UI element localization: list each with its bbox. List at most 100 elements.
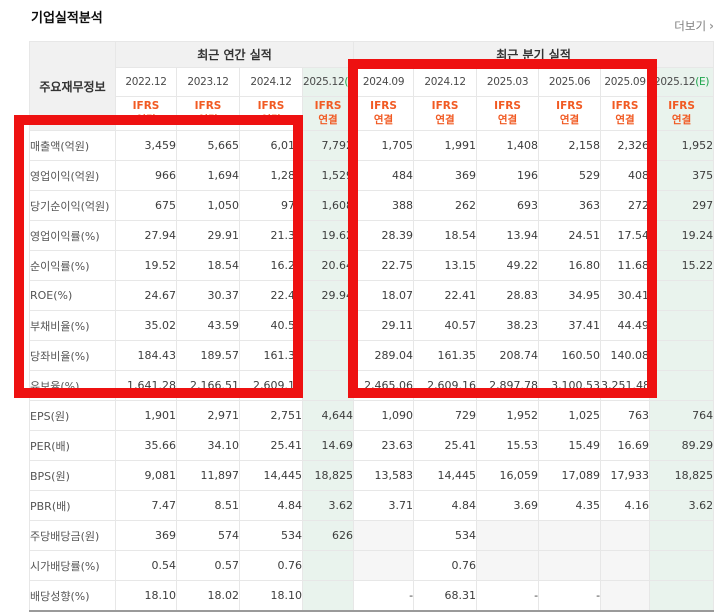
value-cell: 2,158 (538, 130, 602, 161)
value-cell: 19.62 (301, 220, 355, 251)
value-cell: 18.54 (176, 250, 240, 281)
value-cell: 3.62 (301, 490, 355, 521)
row-label: 당좌비율(%) (29, 340, 116, 371)
chevron-right-icon: › (709, 19, 714, 33)
value-cell: 15.49 (538, 430, 602, 461)
corner-header: 주요재무정보 (29, 41, 116, 131)
ifrs-header: IFRS 연결 (239, 96, 303, 131)
value-cell: 23.63 (353, 430, 415, 461)
value-cell: 534 (413, 520, 478, 551)
value-cell: 68.31 (413, 580, 478, 612)
col-header-date-estimate: 2025.12(E) (649, 67, 715, 97)
value-cell (353, 550, 415, 581)
more-link-label: 더보기 (674, 19, 707, 33)
ifrs-header: IFRS 연결 (301, 96, 355, 131)
col-header-date: 2025.06 (538, 67, 602, 97)
value-cell (301, 550, 355, 581)
value-cell: 388 (353, 190, 415, 221)
value-cell: 9,081 (115, 460, 177, 491)
table-row: EPS(원) 1,901 2,971 2,751 4,644 1,090 729 1,952 1… (29, 400, 715, 431)
value-cell: 44.49 (600, 310, 651, 341)
table-row: 시가배당률(%) 0.54 0.57 0.76 0.76 (29, 550, 715, 581)
value-cell: 763 (600, 400, 651, 431)
value-cell: 19.52 (115, 250, 177, 281)
value-cell: 17,933 (600, 460, 651, 491)
value-cell: 22.75 (353, 250, 415, 281)
value-cell (301, 340, 355, 371)
value-cell: 1,025 (538, 400, 602, 431)
value-cell: 161.35 (239, 340, 303, 371)
more-link[interactable]: 더보기 › (674, 18, 714, 34)
value-cell: 675 (115, 190, 177, 221)
row-label: 부채비율(%) (29, 310, 116, 341)
value-cell: 19.24 (649, 220, 715, 251)
table-row: PER(배) 35.66 34.10 25.41 14.69 23.63 25.41 15.5… (29, 430, 715, 461)
value-cell: 0.76 (239, 550, 303, 581)
value-cell: 1,952 (649, 130, 715, 161)
value-cell: 8.51 (176, 490, 240, 521)
value-cell: 11,897 (176, 460, 240, 491)
value-cell: 18.10 (239, 580, 303, 612)
table-row: 배당성향(%) 18.10 18.02 18.10-68.31- - (29, 580, 715, 612)
value-cell: 3,251.48 (600, 370, 651, 401)
table-row: 영업이익률(%) 27.94 29.91 21.31 19.62 28.39 18.54 13… (29, 220, 715, 251)
row-label: 매출액(억원) (29, 130, 116, 161)
value-cell: 1,901 (115, 400, 177, 431)
row-label: 당기순이익(억원) (29, 190, 116, 221)
row-label: 유보율(%) (29, 370, 116, 401)
row-label: 순이익률(%) (29, 250, 116, 281)
row-label: 시가배당률(%) (29, 550, 116, 581)
value-cell: 18.07 (353, 280, 415, 311)
value-cell (649, 550, 715, 581)
table-row: ROE(%) 24.67 30.37 22.41 29.94 18.07 22.41 28.8… (29, 280, 715, 311)
value-cell: 13.94 (476, 220, 540, 251)
value-cell: 7.47 (115, 490, 177, 521)
value-cell: 24.67 (115, 280, 177, 311)
value-cell: 2,609.16 (413, 370, 478, 401)
value-cell: 18,825 (649, 460, 715, 491)
value-cell: 3.62 (649, 490, 715, 521)
value-cell: 3,459 (115, 130, 177, 161)
value-cell (301, 580, 355, 612)
value-cell: - (538, 580, 602, 612)
value-cell: 0.57 (176, 550, 240, 581)
value-cell: 29.11 (353, 310, 415, 341)
value-cell: 17.54 (600, 220, 651, 251)
value-cell: 29.94 (301, 280, 355, 311)
value-cell: 2,609.16 (239, 370, 303, 401)
row-label: 주당배당금(원) (29, 520, 116, 551)
section-header-row: 주요재무정보 최근 연간 실적 최근 분기 실적 (29, 41, 715, 131)
value-cell (649, 340, 715, 371)
value-cell: 729 (413, 400, 478, 431)
value-cell: 29.91 (176, 220, 240, 251)
value-cell (476, 550, 540, 581)
value-cell: 35.02 (115, 310, 177, 341)
ifrs-header: IFRS 연결 (538, 96, 602, 131)
table-row: 유보율(%) 1,641.28 2,166.51 2,609.16 2,465.06 2,… (29, 370, 715, 401)
col-header-date: 2025.09 (600, 67, 651, 97)
value-cell: 6,018 (239, 130, 303, 161)
value-cell (301, 370, 355, 401)
ifrs-header: IFRS 연결 (176, 96, 240, 131)
ifrs-header: IFRS 연결 (600, 96, 651, 131)
value-cell: 1,991 (413, 130, 478, 161)
value-cell: 16,059 (476, 460, 540, 491)
value-cell: 369 (413, 160, 478, 191)
value-cell: 43.59 (176, 310, 240, 341)
row-label: PER(배) (29, 430, 116, 461)
col-header-date: 2025.03 (476, 67, 540, 97)
value-cell: 49.22 (476, 250, 540, 281)
value-cell: 140.08 (600, 340, 651, 371)
value-cell: 15.53 (476, 430, 540, 461)
table-row: 주당배당금(원) 369 574 534 626 534 (29, 520, 715, 551)
value-cell: 89.29 (649, 430, 715, 461)
ifrs-header: IFRS 연결 (476, 96, 540, 131)
value-cell: 4.84 (413, 490, 478, 521)
value-cell (476, 520, 540, 551)
ifrs-header: IFRS 연결 (649, 96, 715, 131)
value-cell: 13,583 (353, 460, 415, 491)
value-cell: 14,445 (413, 460, 478, 491)
value-cell: 2,326 (600, 130, 651, 161)
annual-section-header: 최근 연간 실적 (114, 41, 355, 68)
value-cell: 208.74 (476, 340, 540, 371)
